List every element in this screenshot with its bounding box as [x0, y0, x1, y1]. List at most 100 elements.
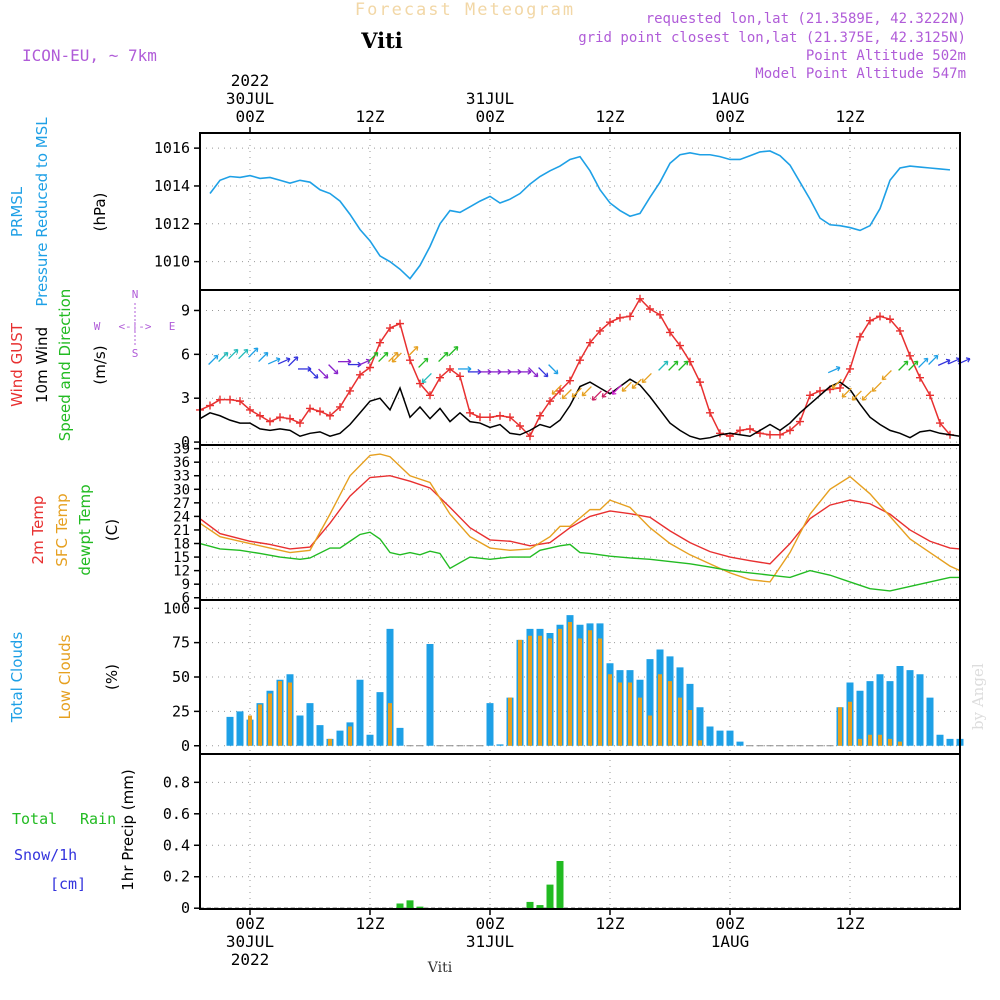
precip-label-cm: [cm] [50, 875, 86, 893]
wind-arrow-head [621, 387, 627, 392]
gust-marker [626, 312, 634, 321]
y-tick-label: 1012 [154, 215, 190, 233]
low-cloud-bar [848, 701, 852, 746]
location-title: Viti [360, 28, 403, 53]
y-tick-label: 1016 [154, 139, 190, 157]
model-label: ICON-EU, ~ 7km [22, 46, 157, 65]
wind-arrow [357, 359, 371, 366]
low-cloud-bar [608, 674, 612, 746]
wind-arrow [668, 360, 679, 371]
gust-marker [906, 351, 914, 360]
gust-marker [366, 363, 374, 372]
gust-marker [266, 417, 274, 426]
gust-marker [516, 421, 524, 430]
y-tick-label: 0 [181, 433, 190, 451]
wind-arrow-head [683, 360, 689, 366]
wind-label-direction: Speed and Direction [56, 289, 74, 442]
wind-arrow [318, 368, 329, 379]
wind-arrow [548, 364, 559, 375]
low-cloud-bar [288, 682, 292, 746]
gust-marker [596, 326, 604, 335]
gust-marker [616, 313, 624, 322]
total-cloud-bar [646, 659, 654, 746]
total-cloud-bar [226, 716, 234, 746]
wind-arrow-head [413, 345, 419, 351]
precip-label-total: Total [12, 810, 57, 828]
wind-arrow [328, 364, 339, 375]
x-tick-label-bottom: 30JUL [226, 932, 274, 951]
total-cloud-bar [316, 725, 324, 746]
wind-arrow-head [673, 360, 679, 366]
low-cloud-bar [588, 630, 592, 746]
gust-marker [916, 373, 924, 382]
gust-marker [276, 413, 284, 422]
wind-arrow [611, 384, 622, 395]
total-cloud-bar [486, 703, 494, 746]
total-cloud-bar [736, 741, 744, 746]
wind-arrow-head [467, 366, 472, 372]
low-cloud-bar [668, 681, 672, 746]
wind-arrow [368, 352, 379, 363]
prmsl-line [209, 150, 951, 280]
gust-marker [496, 411, 504, 420]
gust-marker [936, 419, 944, 428]
grid-point-coords: grid point closest lon,lat (21.375E, 42.… [578, 30, 966, 46]
low-cloud-bar [868, 734, 872, 746]
wind-arrow-head [323, 374, 329, 379]
pressure-unit: (hPa) [91, 193, 109, 232]
compass-w: W [94, 320, 101, 333]
low-cloud-bar [388, 703, 392, 746]
y-tick-label: 27 [173, 496, 190, 512]
gust-marker [446, 364, 454, 373]
wind-arrow-head [543, 372, 549, 378]
wind-arrow-head [831, 384, 837, 390]
wind-arrow-head [835, 366, 841, 372]
low-cloud-bar [518, 639, 522, 746]
wind-arrow-head [347, 358, 352, 365]
gust-marker [676, 341, 684, 350]
wind-arrow-head [421, 378, 427, 384]
wind-arrow-head [913, 360, 919, 366]
gust-marker [376, 338, 384, 347]
y-tick-label: 0 [181, 737, 190, 755]
clouds-label-total: Total Clouds [8, 632, 26, 724]
wind-arrow [678, 360, 689, 371]
x-tick-label-bottom: 31JUL [466, 932, 514, 951]
gust-marker [286, 414, 294, 423]
gust-marker [926, 391, 934, 400]
wind-arrow-head [591, 396, 597, 401]
wind-arrow-head [551, 390, 557, 395]
y-tick-label: 0.4 [163, 836, 190, 854]
gust-marker [646, 305, 654, 314]
low-cloud-bar [538, 635, 542, 746]
gust-marker [346, 386, 354, 395]
wind-arrow-head [213, 354, 219, 360]
gust-marker [796, 417, 804, 426]
x-tick-label-top: 30JUL [226, 89, 274, 108]
wind-arrow [937, 359, 951, 366]
gust-marker [736, 426, 744, 435]
precip-label-rain: Rain [80, 810, 116, 828]
wind-arrow-head [453, 345, 459, 351]
wind-arrow-head [945, 358, 951, 364]
low-cloud-bar [628, 682, 632, 746]
precip-bar [526, 901, 534, 909]
total-cloud-bar [696, 707, 704, 746]
gust-marker [476, 413, 484, 422]
low-cloud-bar [328, 738, 332, 746]
total-cloud-bar [856, 690, 864, 746]
wind-arrow [827, 366, 841, 374]
x-tick-label-top: 2022 [231, 71, 270, 90]
y-tick-label: 30 [173, 482, 190, 498]
wind-arrow-head [383, 351, 389, 357]
gust-marker [696, 378, 704, 387]
x-tick-label-bottom: 12Z [836, 914, 865, 933]
wind-arrow [851, 390, 862, 401]
gust-marker [406, 356, 414, 365]
y-tick-label: 75 [172, 634, 190, 652]
x-tick-label-bottom: 12Z [596, 914, 625, 933]
wind-arrow [831, 378, 842, 389]
x-tick-label-top: 12Z [836, 107, 865, 126]
panel-labels-layer: PRMSL Pressure Reduced to MSL (hPa) Wind GU… [8, 117, 175, 893]
